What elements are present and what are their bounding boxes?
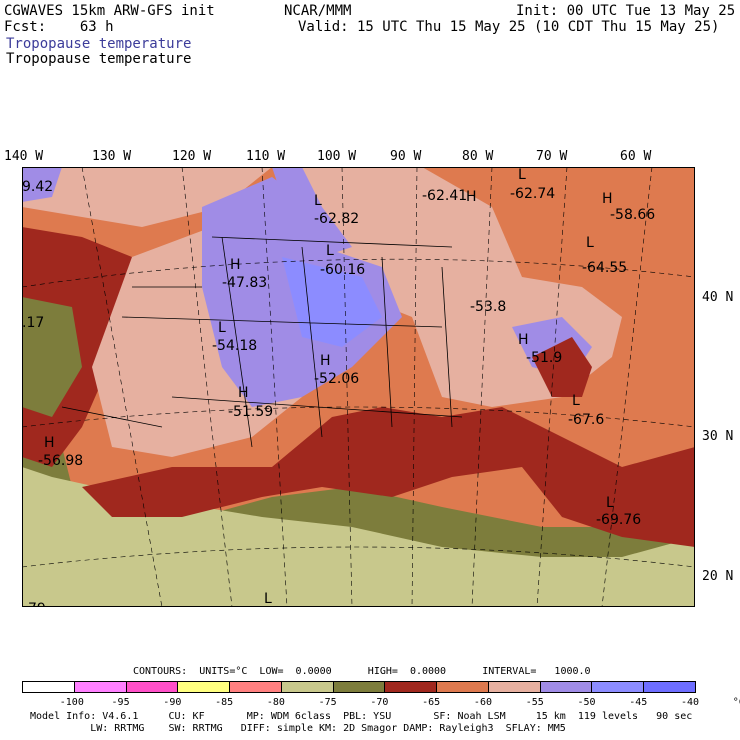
lon-label: 70 W — [536, 149, 568, 164]
colorbar-swatch — [22, 681, 75, 693]
colorbar-tick-label: -65 — [422, 697, 441, 708]
tropopause-temperature-map: H -47.83 L -54.18 H -51.59 H -56.98 L -6… — [22, 167, 695, 607]
lon-label: 140 W — [4, 149, 44, 164]
colorbar-tick-label: °C — [732, 697, 740, 708]
forecast-hour: Fcst: 63 h — [4, 19, 114, 35]
contours-info: CONTOURS: UNITS=°C LOW= 0.0000 HIGH= 0.0… — [133, 666, 591, 677]
map-value: -56.98 — [38, 453, 83, 469]
map-value-partial: -53.8 — [470, 299, 506, 315]
colorbar-tick-label: -55 — [525, 697, 544, 708]
field-fill-purple-north — [272, 167, 352, 257]
map-label: L — [218, 320, 226, 336]
map-value: -51.9 — [526, 350, 562, 366]
colorbar-swatch — [384, 681, 438, 693]
map-value: -58.66 — [610, 207, 655, 223]
lon-label: 90 W — [390, 149, 422, 164]
colorbar-swatch — [591, 681, 645, 693]
colorbar-tick-label: -100 — [59, 697, 84, 708]
colorbar-tick-label: -80 — [266, 697, 285, 708]
map-value-partial: .17 — [22, 315, 44, 331]
colorbar-swatch — [229, 681, 282, 693]
forecast-value: 63 h — [79, 19, 114, 35]
map-label: L — [586, 235, 594, 251]
lat-label: 20 N — [702, 569, 734, 584]
colorbar-tick-label: -50 — [577, 697, 596, 708]
map-label: L — [606, 495, 614, 511]
map-value: -60.16 — [320, 262, 365, 278]
map-value: -69.76 — [596, 512, 641, 528]
field-fill-purple-corner — [22, 167, 62, 202]
lon-label: 80 W — [462, 149, 494, 164]
map-label: H — [238, 385, 249, 401]
colorbar-swatch — [73, 681, 127, 693]
colorbar-tick-label: -90 — [163, 697, 182, 708]
map-label: H — [44, 435, 55, 451]
map-value-partial: 9.42 — [22, 179, 53, 195]
forecast-label: Fcst: — [4, 19, 47, 35]
colorbar-swatch — [177, 681, 231, 693]
field-fill-darkred-south — [82, 407, 695, 547]
colorbar-tick-label: -40 — [681, 697, 700, 708]
map-label: L — [518, 167, 526, 183]
map-value: -52.06 — [314, 371, 359, 387]
colorbar-swatch — [539, 681, 593, 693]
map-value: -67.6 — [568, 412, 604, 428]
map-value-partial: 79 — [28, 601, 46, 607]
colorbar-swatch — [332, 681, 386, 693]
map-label: L — [264, 591, 272, 607]
map-label: L — [314, 193, 322, 209]
colorbar-tick-label: -70 — [370, 697, 389, 708]
init-time: Init: 00 UTC Tue 13 May 25 — [516, 3, 736, 19]
lat-label: 30 N — [702, 429, 734, 444]
model-info-line1: Model Info: V4.6.1 CU: KF MP: WDM 6class… — [30, 711, 693, 722]
colorbar-tick-label: -45 — [629, 697, 648, 708]
map-label: L — [326, 243, 334, 259]
colorbar-tick-label: -75 — [318, 697, 337, 708]
colorbar-swatch — [436, 681, 489, 693]
map-value: -47.83 — [222, 275, 267, 291]
field-fill-darkred-east — [532, 337, 592, 397]
lat-label: 40 N — [702, 290, 734, 305]
map-value: -62.82 — [314, 211, 359, 227]
field-fill-pink-north — [22, 167, 272, 227]
map-value: -54.18 — [212, 338, 257, 354]
field-fill-tan — [22, 467, 695, 607]
colorbar-swatch — [280, 681, 334, 693]
map-label: H — [320, 353, 331, 369]
map-label: H — [466, 189, 477, 205]
colorbar-swatch — [487, 681, 541, 693]
field-title-black: Tropopause temperature — [6, 51, 192, 67]
political-boundaries — [61, 236, 463, 448]
colorbar-swatch — [125, 681, 179, 693]
colorbar-swatch — [643, 681, 696, 693]
map-label: L — [572, 393, 580, 409]
field-title-colored: Tropopause temperature — [6, 36, 192, 52]
map-frame — [22, 167, 695, 607]
map-value: -62.41 — [422, 188, 467, 204]
map-value: -62.74 — [510, 186, 555, 202]
colorbar-tick-label: -95 — [111, 697, 130, 708]
lon-label: 120 W — [172, 149, 212, 164]
map-value: -64.55 — [582, 260, 627, 276]
model-title: CGWAVES 15km ARW-GFS init — [4, 3, 215, 19]
map-label: H — [518, 332, 529, 348]
valid-time: Valid: 15 UTC Thu 15 May 25 (10 CDT Thu … — [298, 19, 720, 35]
colorbar-tick-label: -60 — [473, 697, 492, 708]
lon-label: 60 W — [620, 149, 652, 164]
colorbar-tick-label: -85 — [215, 697, 234, 708]
lon-label: 130 W — [92, 149, 132, 164]
lon-label: 110 W — [246, 149, 286, 164]
map-label: H — [602, 191, 613, 207]
field-fill-olive-west — [22, 297, 82, 417]
lon-label: 100 W — [317, 149, 357, 164]
map-value: -51.59 — [228, 404, 273, 420]
organization: NCAR/MMM — [284, 3, 352, 19]
map-label: H — [230, 257, 241, 273]
graticule — [22, 167, 695, 607]
model-info-line2: LW: RRTMG SW: RRTMG DIFF: simple KM: 2D … — [30, 723, 566, 734]
